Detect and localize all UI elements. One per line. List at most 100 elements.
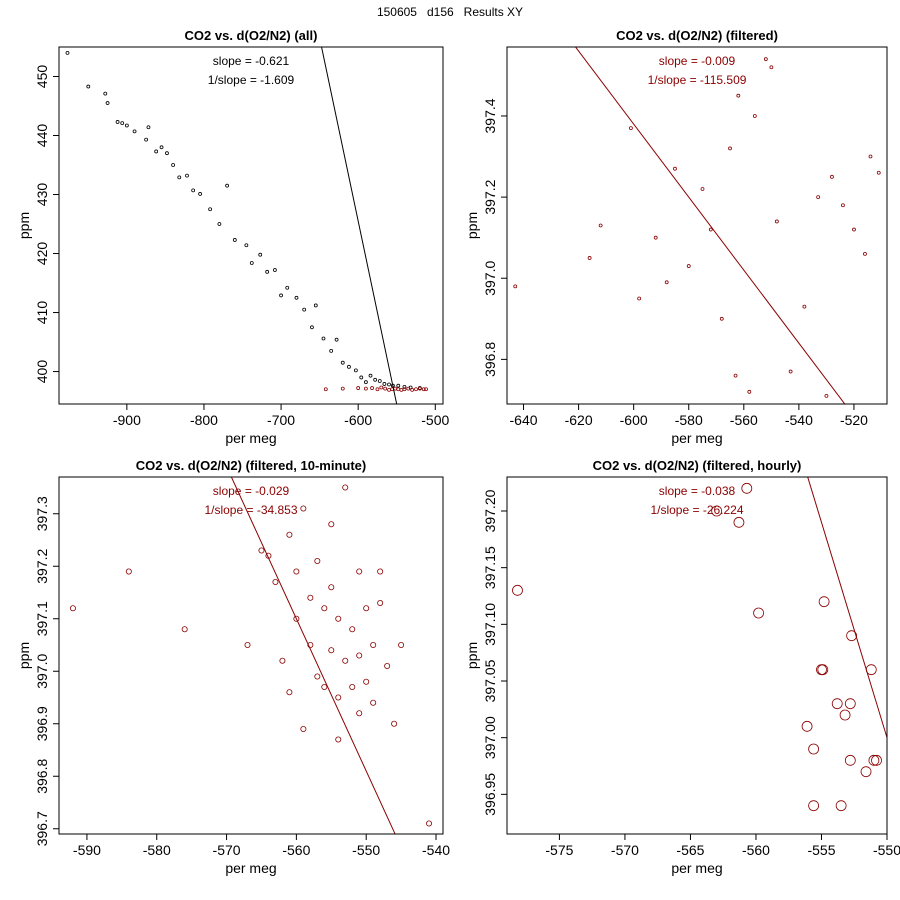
data-point-all bbox=[124, 123, 129, 128]
data-point-all bbox=[396, 383, 401, 388]
x-tick-label: -540 bbox=[422, 842, 450, 858]
data-point-all bbox=[132, 129, 137, 134]
data-point-filtered bbox=[816, 195, 821, 200]
data-point-all bbox=[225, 183, 230, 188]
data-point-all bbox=[387, 382, 391, 387]
data-point-all bbox=[258, 252, 263, 257]
x-tick-label: -640 bbox=[510, 412, 538, 428]
data-point-10-minute bbox=[258, 547, 265, 554]
y-tick-label: 397.3 bbox=[34, 496, 50, 531]
data-point-all bbox=[86, 84, 91, 89]
data-point-all bbox=[185, 173, 189, 178]
data-point-all bbox=[294, 295, 299, 300]
data-point-hourly bbox=[801, 720, 813, 732]
data-point-10-minute bbox=[272, 579, 279, 586]
data-point-all bbox=[65, 51, 70, 55]
data-point-filtered bbox=[769, 65, 774, 70]
data-point-all bbox=[373, 377, 378, 382]
data-point-filtered bbox=[719, 316, 724, 321]
data-point-hourly bbox=[808, 800, 820, 812]
data-point-10-minute bbox=[356, 568, 363, 575]
y-tick-label: 420 bbox=[34, 242, 50, 266]
data-point-hourly bbox=[831, 698, 843, 710]
x-axis-label: per meg bbox=[225, 860, 276, 876]
plot-frame bbox=[506, 476, 888, 835]
y-tick-label: 397.2 bbox=[482, 179, 498, 214]
data-point-10-minute bbox=[293, 568, 300, 575]
data-point-10-minute bbox=[244, 642, 251, 649]
annotation-1: slope = -0.621 bbox=[213, 54, 290, 68]
data-point-filtered bbox=[763, 57, 768, 62]
data-point-filtered bbox=[396, 387, 401, 392]
data-point-10-minute bbox=[349, 684, 356, 691]
data-point-all bbox=[363, 380, 368, 385]
data-point-hourly bbox=[818, 596, 830, 608]
data-point-10-minute bbox=[391, 720, 398, 727]
x-tick-label: -800 bbox=[190, 412, 218, 428]
data-point-10-minute bbox=[328, 647, 335, 654]
data-point-10-minute bbox=[328, 584, 335, 591]
annotation-1: slope = -0.029 bbox=[213, 484, 290, 498]
x-tick-label: -560 bbox=[730, 412, 758, 428]
data-point-all bbox=[377, 379, 382, 383]
x-tick-label: -620 bbox=[565, 412, 593, 428]
data-point-hourly bbox=[839, 709, 851, 721]
x-tick-label: -560 bbox=[282, 842, 310, 858]
x-tick-label: -550 bbox=[873, 842, 900, 858]
x-axis-label: per meg bbox=[671, 430, 722, 446]
y-tick-label: 397.0 bbox=[482, 261, 498, 296]
y-axis-label: ppm bbox=[464, 642, 480, 669]
data-point-filtered bbox=[664, 280, 669, 285]
x-tick-label: -590 bbox=[73, 842, 101, 858]
y-tick-label: 397.4 bbox=[482, 98, 498, 133]
data-point-10-minute bbox=[356, 652, 363, 659]
data-point-10-minute bbox=[300, 505, 307, 512]
data-point-all bbox=[165, 151, 169, 156]
data-point-filtered bbox=[379, 385, 384, 390]
data-point-filtered bbox=[424, 387, 428, 392]
x-axis-label: per meg bbox=[225, 430, 276, 446]
data-point-hourly bbox=[512, 584, 523, 596]
plot-frame bbox=[58, 476, 444, 835]
data-point-10-minute bbox=[321, 605, 328, 612]
points-group bbox=[513, 57, 881, 398]
data-point-10-minute bbox=[342, 484, 349, 491]
x-tick-label: -580 bbox=[675, 412, 703, 428]
data-point-all bbox=[115, 120, 120, 124]
data-point-filtered bbox=[414, 387, 418, 392]
annotation-2: 1/slope = -1.609 bbox=[208, 73, 295, 87]
data-point-all bbox=[217, 222, 222, 226]
chart-title: CO2 vs. d(O2/N2) (all) bbox=[185, 28, 318, 43]
data-point-10-minute bbox=[384, 663, 391, 670]
data-point-10-minute bbox=[300, 726, 307, 733]
data-point-all bbox=[146, 125, 151, 130]
data-point-10-minute bbox=[307, 594, 314, 601]
data-point-all bbox=[359, 375, 364, 380]
data-point-filtered bbox=[733, 373, 738, 378]
data-point-all bbox=[232, 238, 237, 242]
data-point-all bbox=[120, 121, 125, 126]
x-tick-label: -540 bbox=[785, 412, 813, 428]
data-point-all bbox=[154, 149, 159, 154]
data-point-hourly bbox=[753, 607, 764, 619]
data-point-10-minute bbox=[398, 642, 405, 649]
y-tick-label: 410 bbox=[34, 301, 50, 325]
data-point-all bbox=[198, 192, 203, 196]
chart-title: CO2 vs. d(O2/N2) (filtered, 10-minute) bbox=[136, 458, 366, 473]
data-point-filtered bbox=[629, 126, 633, 131]
data-point-all bbox=[310, 325, 314, 330]
data-point-filtered bbox=[375, 387, 380, 392]
data-point-all bbox=[329, 348, 334, 353]
data-point-all bbox=[347, 364, 351, 369]
data-point-10-minute bbox=[321, 684, 328, 691]
data-point-10-minute bbox=[363, 678, 370, 685]
data-point-filtered bbox=[323, 387, 328, 392]
x-tick-label: -900 bbox=[113, 412, 141, 428]
data-point-hourly bbox=[733, 516, 745, 528]
y-tick-label: 396.9 bbox=[34, 706, 50, 741]
data-point-filtered bbox=[387, 387, 391, 392]
data-point-10-minute bbox=[335, 736, 342, 743]
data-point-filtered bbox=[673, 166, 677, 171]
data-point-10-minute bbox=[279, 657, 286, 664]
y-tick-label: 397.15 bbox=[482, 546, 498, 589]
